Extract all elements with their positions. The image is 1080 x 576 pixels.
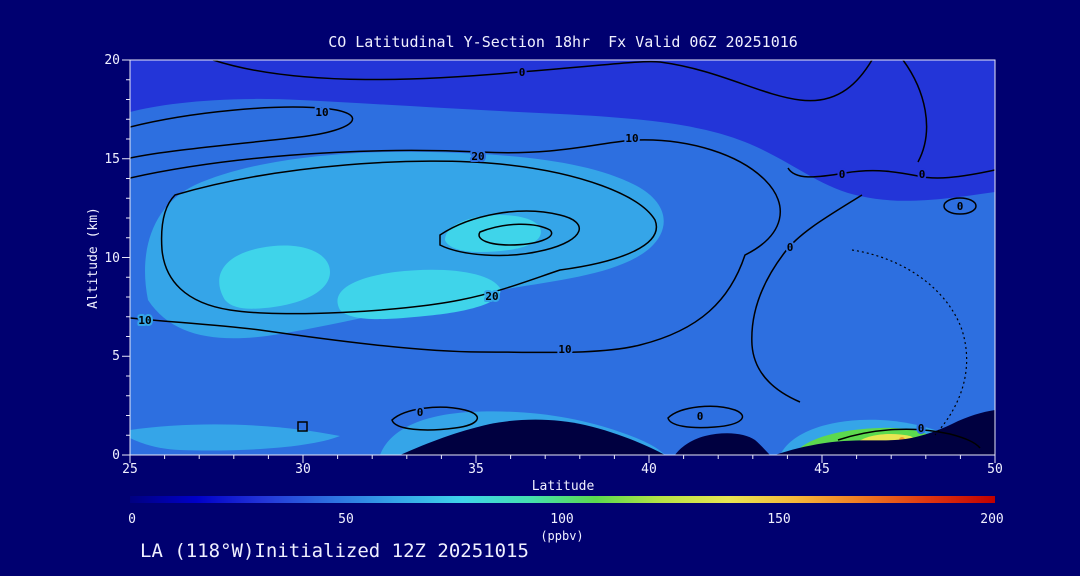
contour-label: 10 bbox=[625, 132, 638, 145]
colorbar-tick-label: 150 bbox=[767, 512, 790, 527]
y-tick-label: 5 bbox=[112, 349, 120, 364]
terrain-mask bbox=[675, 433, 770, 455]
x-tick-label: 50 bbox=[987, 462, 1003, 477]
y-tick-label: 15 bbox=[104, 152, 120, 167]
terrain-mask bbox=[775, 410, 995, 455]
filled-contour-field bbox=[130, 60, 995, 455]
contour-line-0 bbox=[837, 428, 981, 449]
contour-line-0 bbox=[667, 405, 744, 429]
contour-line-0 bbox=[391, 406, 478, 431]
contour-lines bbox=[130, 60, 995, 449]
footer-annotation: LA (118°W)Initialized 12Z 20251015 bbox=[140, 540, 529, 562]
x-tick-label: 25 bbox=[122, 462, 138, 477]
contour-line-20 bbox=[160, 160, 658, 315]
fill-band-30-40 bbox=[337, 269, 501, 320]
x-tick-label: 30 bbox=[295, 462, 311, 477]
x-tick-label: 35 bbox=[468, 462, 484, 477]
contour-label: 0 bbox=[697, 410, 704, 423]
axis-ticks bbox=[122, 59, 996, 463]
contour-label: 0 bbox=[839, 168, 846, 181]
colorbar bbox=[130, 496, 995, 503]
contour-label: 0 bbox=[957, 200, 964, 213]
x-axis-label: Latitude bbox=[532, 479, 595, 494]
contour-label: 0 bbox=[519, 66, 526, 79]
colorbar-tick-labels: 0 50 100 150 200 (ppbv) bbox=[128, 512, 1004, 543]
contour-line-10 bbox=[130, 106, 354, 159]
contour-label: 20 bbox=[471, 150, 484, 163]
contour-label: 0 bbox=[787, 241, 794, 254]
page-title: CO Latitudinal Y-Section 18hr Fx Valid 0… bbox=[328, 33, 798, 51]
fill-band-20-30 bbox=[130, 424, 340, 451]
contour-label: 0 bbox=[919, 168, 926, 181]
y-tick-label: 10 bbox=[104, 251, 120, 266]
contour-label: 10 bbox=[558, 343, 571, 356]
terrain-mask bbox=[400, 419, 665, 455]
contour-line-0 bbox=[943, 197, 977, 215]
colorbar-units-label: (ppbv) bbox=[540, 529, 583, 543]
contour-line-inner bbox=[478, 223, 553, 246]
contour-line-box bbox=[297, 421, 308, 432]
contour-label: 0 bbox=[417, 406, 424, 419]
colorbar-tick-label: 50 bbox=[338, 512, 354, 527]
colorbar-tick-label: 100 bbox=[550, 512, 573, 527]
contour-line-inner bbox=[439, 210, 580, 257]
contour-line-0 bbox=[212, 60, 873, 102]
contour-label: 10 bbox=[138, 314, 151, 327]
x-tick-label: 45 bbox=[814, 462, 830, 477]
contour-line-0 bbox=[751, 194, 863, 403]
colorbar-tick-label: 200 bbox=[980, 512, 1003, 527]
contour-label: 10 bbox=[315, 106, 328, 119]
contour-labels: 0 10 10 20 0 0 0 0 20 10 10 0 0 0 bbox=[136, 64, 965, 437]
colorbar-tick-label: 0 bbox=[128, 512, 136, 527]
y-tick-label: 0 bbox=[112, 448, 120, 463]
x-tick-label: 40 bbox=[641, 462, 657, 477]
contour-line-0 bbox=[902, 60, 928, 163]
y-tick-labels: 0 5 10 15 20 bbox=[104, 53, 120, 463]
fill-band-30-40 bbox=[219, 245, 330, 309]
y-axis-label: Altitude (km) bbox=[86, 207, 101, 309]
x-tick-labels: 25 30 35 40 45 50 bbox=[122, 462, 1003, 477]
y-tick-label: 20 bbox=[104, 53, 120, 68]
contour-line-10 bbox=[130, 139, 781, 354]
contour-line-0 bbox=[787, 167, 995, 179]
contour-label: 20 bbox=[485, 290, 498, 303]
contour-label: 0 bbox=[918, 422, 925, 435]
